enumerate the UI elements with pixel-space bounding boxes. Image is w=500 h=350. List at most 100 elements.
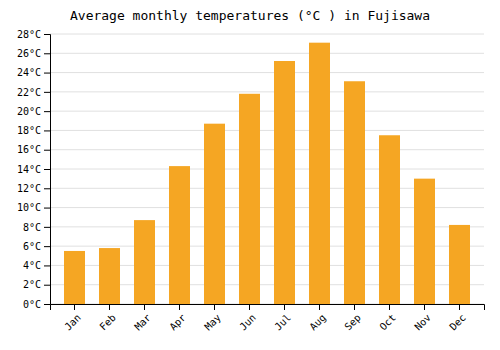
y-tick: 20°C [17,106,50,117]
x-tick: Nov [412,304,433,332]
y-tick-mark [44,304,50,305]
y-tick-mark [44,73,50,74]
y-tick-label: 6°C [23,241,41,252]
x-tick-mark [319,304,320,310]
y-tick: 16°C [17,144,50,155]
y-tick: 24°C [17,67,50,78]
x-tick-label: Aug [307,312,328,333]
x-tick-mark [424,304,425,310]
y-tick-label: 28°C [17,29,41,40]
title: Average monthly temperatures (°C ) in Fu… [70,8,430,23]
y-tick-mark [44,188,50,189]
y-tick-mark [44,246,50,247]
x-tick: Jun [237,304,258,332]
y-tick: 12°C [17,183,50,194]
y-tick: 22°C [17,87,50,98]
y-tick-mark [44,92,50,93]
y-tick: 10°C [17,202,50,213]
bar [274,61,295,304]
y-tick-mark [44,169,50,170]
y-tick: 28°C [17,29,50,40]
x-tick-label: Feb [97,312,118,333]
x-tick-label: Jan [62,312,83,333]
x-tick-mark [249,304,250,310]
y-axis-line [44,35,51,305]
y-tick-label: 2°C [23,279,41,290]
grid-line [50,149,484,150]
bar [414,179,435,304]
grid-line [50,111,484,112]
grid-line [50,34,484,35]
y-tick-label: 22°C [17,87,41,98]
x-tick: Jan [62,304,83,332]
y-tick-label: 10°C [17,202,41,213]
y-tick-mark [44,111,50,112]
x-tick: May [202,304,223,332]
y-tick-label: 18°C [17,125,41,136]
x-tick: Jul [272,304,293,332]
x-tick-label: Dec [447,312,468,333]
x-tick-label: Oct [377,312,398,333]
bar [134,220,155,304]
bar [99,248,120,304]
bar [379,135,400,304]
bars [64,43,470,304]
y-tick-mark [44,285,50,286]
x-tick-mark [284,304,285,310]
grid-line [50,53,484,54]
x-tick-mark [74,304,75,310]
x-tick: Sep [342,304,363,332]
grid-line [50,130,484,131]
x-tick: Feb [97,304,118,332]
bar [449,225,470,304]
x-tick-mark [179,304,180,310]
y-tick: 6°C [23,241,50,252]
y-tick: 14°C [17,164,50,175]
y-tick-label: 0°C [23,299,41,310]
grid-line [50,72,484,73]
grid-line [50,91,484,92]
x-tick-label: Jul [272,312,293,333]
y-tick: 2°C [23,279,50,290]
y-axis: 0°C 2°C 4°C 6°C 8°C 10°C 12°C 14°C 16°C 18°C 20°C 2… [17,29,51,310]
grid [50,34,484,304]
y-tick-mark [44,34,50,35]
bar [239,94,260,304]
y-tick-label: 20°C [17,106,41,117]
x-tick-label: Jun [237,312,258,333]
y-tick: 18°C [17,125,50,136]
grid-line [50,169,484,170]
bar [309,43,330,304]
y-tick-mark [44,227,50,228]
x-axis: Jan Feb Mar Apr May Jun Jul Aug Sep Oct Nov Dec [51,304,485,332]
y-tick-mark [44,53,50,54]
x-tick-label: Nov [412,312,433,333]
y-tick: 26°C [17,48,50,59]
y-tick-label: 14°C [17,164,41,175]
bar [169,166,190,304]
bar [64,251,85,304]
y-tick-mark [44,265,50,266]
bar [344,81,365,304]
x-tick: Dec [447,304,468,332]
x-tick-mark [354,304,355,310]
chart: Average monthly temperatures (°C ) in Fu… [0,0,500,350]
x-tick-label: Apr [167,312,188,333]
y-tick: 4°C [23,260,50,271]
y-tick-label: 8°C [23,222,41,233]
y-tick: 8°C [23,222,50,233]
y-tick-label: 24°C [17,67,41,78]
x-tick-mark [214,304,215,310]
y-tick-mark [44,208,50,209]
x-tick-mark [144,304,145,310]
x-tick: Aug [307,304,328,332]
x-axis-line [51,305,485,311]
y-tick-label: 16°C [17,144,41,155]
x-tick-mark [389,304,390,310]
y-tick-label: 26°C [17,48,41,59]
y-tick-label: 12°C [17,183,41,194]
x-tick-label: Mar [132,312,153,333]
x-tick: Apr [167,304,188,332]
y-tick: 0°C [23,299,50,310]
x-tick: Oct [377,304,398,332]
